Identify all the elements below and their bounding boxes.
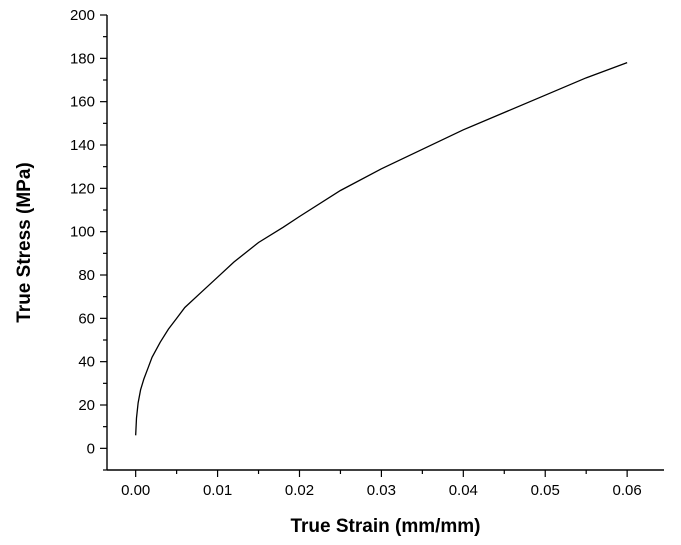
- x-tick-label: 0.05: [531, 482, 560, 499]
- y-axis-title: True Stress (MPa): [14, 162, 35, 323]
- x-tick-label: 0.06: [613, 482, 642, 499]
- series-line: [135, 62, 628, 436]
- x-axis: 0.00 0.01 0.02 0.03 0.04 0.05 0.06: [107, 469, 664, 499]
- series-group: [135, 62, 628, 436]
- y-tick-label: 160: [70, 94, 95, 111]
- y-tick-label: 20: [78, 397, 95, 414]
- x-tick-label: 0.01: [203, 482, 232, 499]
- y-tick-label: 100: [70, 224, 95, 241]
- y-tick-label: 180: [70, 50, 95, 67]
- y-tick-label: 80: [78, 267, 95, 284]
- x-axis-title: True Strain (mm/mm): [290, 516, 480, 537]
- x-tick-label: 0.02: [285, 482, 314, 499]
- y-tick-label: 200: [70, 7, 95, 24]
- y-tick-label: 120: [70, 180, 95, 197]
- x-tick-label: 0.00: [121, 482, 150, 499]
- y-tick-label: 140: [70, 137, 95, 154]
- x-tick-label: 0.04: [449, 482, 478, 499]
- y-axis: 0 20 40 60 80 100 120 140 160 180 200: [70, 7, 108, 471]
- y-tick-label: 60: [78, 310, 95, 327]
- y-tick-label: 0: [87, 440, 95, 457]
- y-tick-label: 40: [78, 354, 95, 371]
- x-tick-label: 0.03: [367, 482, 396, 499]
